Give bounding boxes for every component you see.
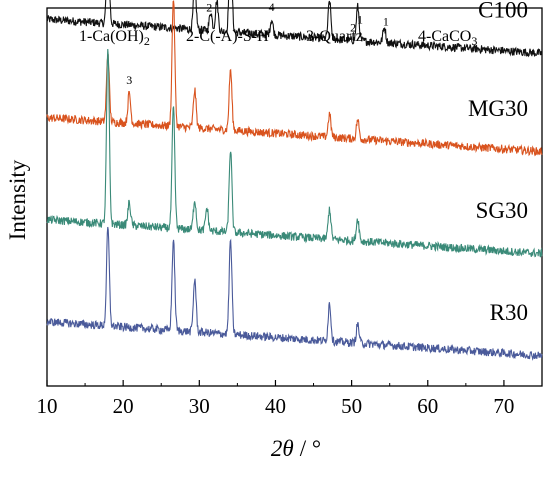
series-line-c100	[46, 0, 543, 58]
x-tick-label: 30	[189, 394, 210, 418]
plot-frame	[46, 7, 543, 387]
legend-entry-2: 2-C(-A)-S-H	[186, 28, 269, 45]
series-name-c100: C100	[478, 0, 528, 23]
series-name-mg30: MG30	[468, 96, 528, 121]
peak-label: 2	[350, 20, 356, 34]
x-ticks: 10 20 30 40 50 60 70	[37, 380, 514, 418]
x-tick-label: 20	[113, 394, 134, 418]
peak-label: 1	[357, 13, 363, 27]
peak-label: 3	[126, 73, 132, 87]
series-name-r30: R30	[490, 300, 528, 325]
peak-labels: 122414121133	[126, 0, 389, 87]
x-tick-label: 60	[417, 394, 438, 418]
x-tick-label: 50	[341, 394, 362, 418]
series-line-r30	[46, 226, 543, 361]
legend-entry-4: 4-CaCO3	[418, 28, 477, 48]
x-tick-label: 70	[493, 394, 514, 418]
legend-entry-3: 3-Quartz	[306, 28, 363, 45]
y-axis-label: Intensity	[5, 159, 30, 240]
x-tick-label: 40	[265, 394, 286, 418]
series-layer	[46, 0, 543, 361]
series-line-mg30	[46, 0, 543, 157]
peak-label: 2	[206, 0, 212, 14]
peak-label: 1	[383, 15, 389, 29]
peak-label: 4	[269, 0, 275, 14]
series-name-sg30: SG30	[476, 198, 528, 223]
legend-entry-1: 1-Ca(OH)2	[79, 28, 150, 48]
series-line-sg30	[46, 49, 543, 258]
x-tick-label: 10	[37, 394, 58, 418]
x-axis-label: 2θ / °	[271, 436, 321, 461]
series-names: C100 MG30 SG30 R30	[468, 0, 528, 325]
